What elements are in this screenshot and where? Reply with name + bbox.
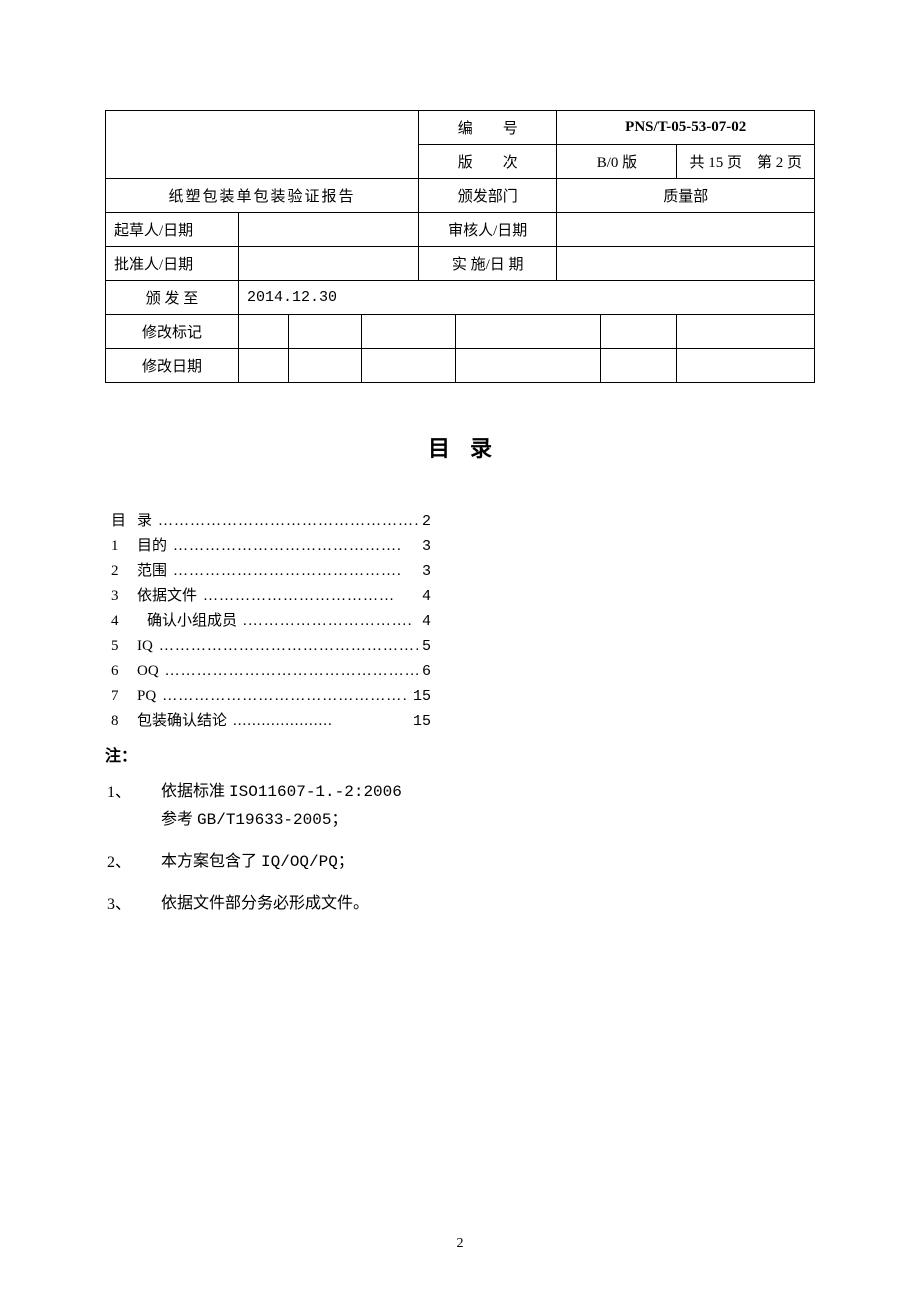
doc-title: 纸塑包装单包装验证报告 xyxy=(106,179,419,213)
issued-to-label: 颁 发 至 xyxy=(106,281,239,315)
toc-item-page: 3 xyxy=(418,559,431,584)
toc-row: 3依据文件………………………………4 xyxy=(111,584,431,609)
approver-value xyxy=(238,247,418,281)
toc-heading-1: 目 xyxy=(428,436,450,461)
toc-row: 8包装确认结论.....................15 xyxy=(111,709,431,734)
impl-value xyxy=(557,247,815,281)
approver-label: 批准人/日期 xyxy=(106,247,239,281)
toc-item-label: IQ xyxy=(137,634,159,659)
toc-heading: 目录 xyxy=(105,431,815,463)
toc-row: 1目的…………………………………….3 xyxy=(111,534,431,559)
toc-item-number: 目 xyxy=(111,509,137,534)
toc-item-page: 5 xyxy=(418,634,431,659)
toc-item-page: 4 xyxy=(418,584,431,609)
toc-item-number: 3 xyxy=(111,584,137,609)
rev-mark-label: 修改标记 xyxy=(106,315,239,349)
toc-item-page: 4 xyxy=(418,609,431,634)
toc-item-page: 6 xyxy=(418,659,431,684)
toc-item-page: 15 xyxy=(409,684,431,709)
toc-item-dots: ………………………………………………. xyxy=(159,634,418,659)
toc-heading-2: 录 xyxy=(470,436,492,461)
note-number: 1、 xyxy=(105,778,161,834)
toc-list: 目录…………………………………………….21目的…………………………………….3… xyxy=(111,509,815,734)
issued-to-value: 2014.12.30 xyxy=(238,281,814,315)
toc-item-number: 2 xyxy=(111,559,137,584)
toc-item-page: 3 xyxy=(418,534,431,559)
reviewer-label: 审核人/日期 xyxy=(419,213,557,247)
toc-item-dots: ……………………………………………. xyxy=(158,509,418,534)
note-text: 依据标准 ISO11607-1.-2:2006参考 GB/T19633-2005… xyxy=(161,778,815,834)
note-text: 本方案包含了 IQ/OQ/PQ； xyxy=(161,848,815,876)
notes-list: 1、依据标准 ISO11607-1.-2:2006参考 GB/T19633-20… xyxy=(105,778,815,918)
toc-item-number: 1 xyxy=(111,534,137,559)
toc-item-number: 5 xyxy=(111,634,137,659)
toc-row: 5IQ……………………………………………….5 xyxy=(111,634,431,659)
toc-item-label: 包装确认结论 xyxy=(137,709,233,734)
toc-item-label: PQ xyxy=(137,684,162,709)
version-label: 版 次 xyxy=(419,145,557,179)
note-item: 1、依据标准 ISO11607-1.-2:2006参考 GB/T19633-20… xyxy=(105,778,815,834)
toc-item-number: 8 xyxy=(111,709,137,734)
toc-item-dots: ………………………………………………… xyxy=(162,684,409,709)
toc-item-page: 15 xyxy=(409,709,431,734)
toc-item-label: 目的 xyxy=(137,534,173,559)
note-item: 2、本方案包含了 IQ/OQ/PQ； xyxy=(105,848,815,876)
toc-item-label: 录 xyxy=(137,509,158,534)
note-text: 依据文件部分务必形成文件。 xyxy=(161,890,815,918)
toc-item-dots: ..................... xyxy=(233,709,409,734)
impl-label: 实 施/日 期 xyxy=(419,247,557,281)
notes-title: 注： xyxy=(105,742,815,766)
toc-item-number: 6 xyxy=(111,659,137,684)
toc-row: 6OQ…………………………………………………6 xyxy=(111,659,431,684)
dept-label: 颁发部门 xyxy=(419,179,557,213)
note-number: 2、 xyxy=(105,848,161,876)
toc-item-number: 4 xyxy=(111,609,137,634)
number-label: 编 号 xyxy=(419,111,557,145)
version-value: B/0 版 xyxy=(557,145,677,179)
toc-item-dots: ………………………………………………… xyxy=(165,659,418,684)
number-value: PNS/T-05-53-07-02 xyxy=(557,111,815,145)
toc-row: 4确认小组成员.………………………….4 xyxy=(111,609,431,634)
toc-item-dots: ……………………………………. xyxy=(173,559,418,584)
toc-item-label: OQ xyxy=(137,659,165,684)
toc-row: 目录…………………………………………….2 xyxy=(111,509,431,534)
drafter-label: 起草人/日期 xyxy=(106,213,239,247)
toc-row: 7PQ…………………………………………………15 xyxy=(111,684,431,709)
drafter-value xyxy=(238,213,418,247)
toc-item-number: 7 xyxy=(111,684,137,709)
rev-date-label: 修改日期 xyxy=(106,349,239,383)
toc-item-dots: ……………………………… xyxy=(203,584,418,609)
header-table: 编 号 PNS/T-05-53-07-02 版 次 B/0 版 共 15 页 第… xyxy=(105,110,815,383)
toc-item-label: 确认小组成员 xyxy=(137,609,243,634)
page-number: 2 xyxy=(0,1236,920,1252)
toc-item-label: 范围 xyxy=(137,559,173,584)
toc-item-label: 依据文件 xyxy=(137,584,203,609)
toc-item-dots: ……………………………………. xyxy=(173,534,418,559)
note-item: 3、依据文件部分务必形成文件。 xyxy=(105,890,815,918)
dept-value: 质量部 xyxy=(557,179,815,213)
toc-row: 2范围…………………………………….3 xyxy=(111,559,431,584)
note-number: 3、 xyxy=(105,890,161,918)
toc-item-page: 2 xyxy=(418,509,431,534)
pages-text: 共 15 页 第 2 页 xyxy=(677,145,815,179)
reviewer-value xyxy=(557,213,815,247)
toc-item-dots: .…………………………. xyxy=(243,609,418,634)
